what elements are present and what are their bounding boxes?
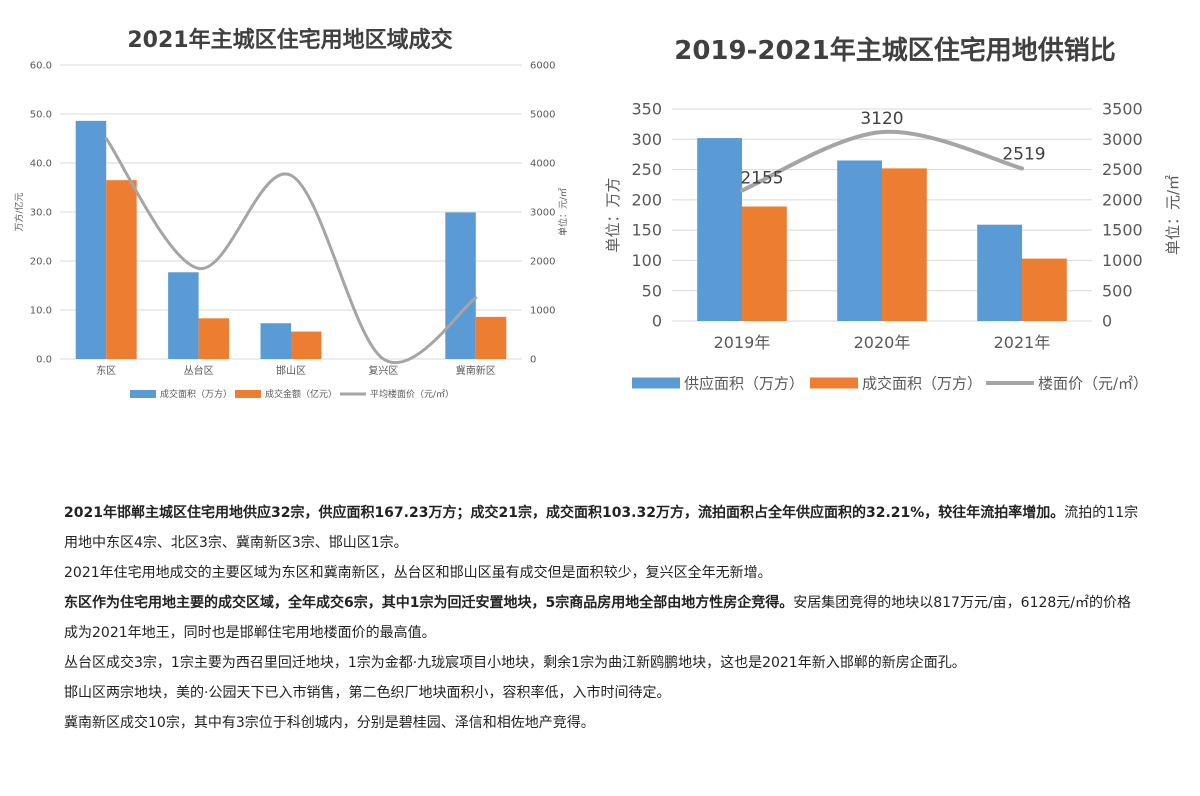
paragraph-3-bold: 东区作为住宅用地主要的成交区域，全年成交6宗，其中1宗为回迁安置地块，5宗商品房…: [64, 595, 794, 611]
bar-series-1: [837, 160, 882, 321]
y2-axis-label: 单位：元/㎡: [557, 188, 569, 236]
paragraph-4: 丛台区成交3宗，1宗主要为西召里回迁地块，1宗为金都·九珑宸项目小地块，剩余1宗…: [64, 655, 966, 671]
y-tick-label: 20.0: [30, 257, 52, 268]
y2-tick-label: 2000: [530, 257, 555, 268]
legend-label: 平均楼面价（元/㎡）: [370, 388, 454, 400]
x-tick-label: 东区: [96, 364, 116, 377]
y-tick-label: 40.0: [30, 159, 52, 170]
legend-swatch: [810, 377, 858, 389]
legend-swatch: [235, 390, 261, 398]
x-tick-label: 丛台区: [184, 364, 214, 377]
y2-tick-label: 2500: [1102, 160, 1143, 179]
legend-label: 成交金额（亿元）: [265, 388, 337, 400]
y2-tick-label: 500: [1102, 281, 1133, 300]
y-tick-label: 350: [631, 100, 662, 119]
y2-axis-label: 单位：元/㎡: [1164, 175, 1182, 255]
bar-series-1: [168, 272, 199, 359]
y-tick-label: 250: [631, 160, 662, 179]
y-tick-label: 50.0: [30, 110, 52, 121]
y2-tick-label: 6000: [530, 61, 555, 72]
legend-label: 成交面积（万方）: [160, 388, 232, 400]
x-tick-label: 2019年: [714, 333, 771, 352]
x-tick-label: 邯山区: [276, 364, 306, 377]
chart-title: 2019-2021年主城区住宅用地供销比: [674, 36, 1116, 66]
line-series: [104, 137, 478, 364]
supply-sales-chart: 2019-2021年主城区住宅用地供销比 0 0 50 500 100 1000 150 15…: [590, 0, 1200, 420]
y2-tick-label: 3500: [1102, 100, 1143, 119]
y2-tick-label: 0: [530, 355, 536, 366]
bar-series-2: [475, 316, 507, 359]
bar-series-1: [75, 120, 107, 359]
supply-chart-canvas: 0 0 50 500 100 1000 150 1500 200 2000 250 2500 300 30…: [604, 100, 1182, 393]
y2-tick-label: 3000: [530, 208, 555, 219]
bar-series-2: [106, 180, 137, 359]
legend-swatch: [632, 377, 680, 389]
y2-tick-label: 1000: [1102, 251, 1143, 270]
y-tick-label: 10.0: [30, 306, 52, 317]
paragraph-2: 2021年住宅用地成交的主要区域为东区和冀南新区，丛台区和邯山区虽有成交但是面积…: [64, 565, 772, 581]
paragraph-3: 东区作为住宅用地主要的成交区域，全年成交6宗，其中1宗为回迁安置地块，5宗商品房…: [64, 588, 1144, 648]
paragraph-1: 2021年邯郸主城区住宅用地供应32宗，供应面积167.23万方；成交21宗，成…: [64, 498, 1144, 558]
bar-series-1: [977, 224, 1022, 321]
district-chart-canvas: 0.0 0 10.0 1000 20.0 2000 30.0 3000 40.0 4000 50.0…: [13, 61, 569, 401]
y-tick-label: 150: [631, 221, 662, 240]
legend-label: 楼面价（元/㎡）: [1038, 374, 1148, 392]
y-tick-label: 0: [652, 312, 662, 331]
paragraph-1-bold: 2021年邯郸主城区住宅用地供应32宗，供应面积167.23万方；成交21宗，成…: [64, 505, 1065, 521]
y-tick-label: 50: [642, 281, 662, 300]
paragraph-3-rest: 安居集团竞得的地块以817万元/亩，6128元/㎡的价格成为2021年地王，同时…: [64, 595, 1132, 641]
y-tick-label: 100: [631, 251, 662, 270]
data-label: 2155: [740, 168, 783, 188]
y-tick-label: 30.0: [30, 208, 52, 219]
district-transaction-chart: 2021年主城区住宅用地区域成交 0.0 0 10.0 1000 20.0 2000 30.…: [0, 0, 580, 420]
paragraph-6: 冀南新区成交10宗，其中有3宗位于科创城内，分别是碧桂园、泽信和相佐地产竞得。: [64, 715, 595, 731]
bar-series-1: [260, 323, 291, 359]
legend-label: 供应面积（万方）: [684, 374, 804, 392]
line-series: [740, 129, 1024, 193]
x-tick-label: 2021年: [994, 333, 1051, 352]
bar-series-1: [445, 212, 476, 359]
bar-series-2: [198, 318, 230, 359]
y2-tick-label: 1500: [1102, 221, 1143, 240]
chart-title: 2021年主城区住宅用地区域成交: [127, 28, 453, 53]
y2-tick-label: 4000: [530, 159, 555, 170]
analysis-text: 2021年邯郸主城区住宅用地供应32宗，供应面积167.23万方；成交21宗，成…: [64, 498, 1144, 738]
paragraph-1-rest: 流拍的11宗用地中东区4宗、北区3宗、冀南新区3宗、邯山区1宗。: [64, 505, 1139, 551]
y2-tick-label: 0: [1102, 312, 1112, 331]
y-tick-label: 0.0: [36, 355, 52, 366]
y2-tick-label: 2000: [1102, 190, 1143, 209]
data-label: 2519: [1002, 144, 1045, 164]
paragraph-5: 邯山区两宗地块，美的·公园天下已入市销售，第二色织厂地块面积小，容积率低，入市时…: [64, 685, 671, 701]
y2-tick-label: 3000: [1102, 130, 1143, 149]
x-tick-label: 2020年: [854, 333, 911, 352]
data-label: 3120: [860, 109, 903, 129]
x-tick-label: 冀南新区: [456, 364, 496, 377]
y2-tick-label: 1000: [530, 306, 555, 317]
y-axis-label: 万方/亿元: [13, 192, 25, 231]
y-tick-label: 60.0: [30, 61, 52, 72]
y-axis-label: 单位：万方: [604, 177, 622, 252]
legend-swatch: [130, 390, 156, 398]
bar-series-1: [697, 138, 742, 321]
y-tick-label: 300: [631, 130, 662, 149]
legend-label: 成交面积（万方）: [862, 374, 982, 392]
y-tick-label: 200: [631, 190, 662, 209]
bar-series-2: [882, 168, 927, 321]
bar-series-2: [742, 206, 787, 321]
x-tick-label: 复兴区: [368, 364, 398, 377]
bar-series-2: [291, 331, 322, 359]
y2-tick-label: 5000: [530, 110, 555, 121]
bar-series-2: [1022, 258, 1067, 321]
